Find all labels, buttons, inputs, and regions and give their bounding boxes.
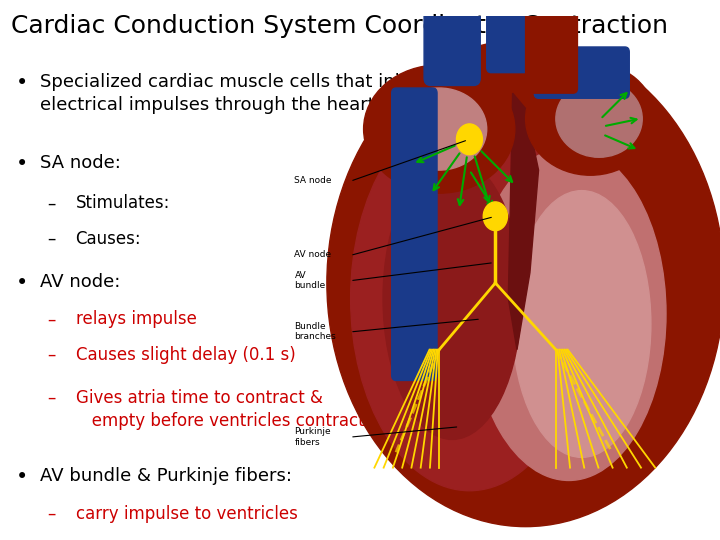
Text: Bundle
branches: Bundle branches	[294, 322, 336, 341]
Text: AV
bundle: AV bundle	[294, 271, 325, 290]
Text: SA node:: SA node:	[40, 154, 120, 172]
Text: AV bundle & Purkinje fibers:: AV bundle & Purkinje fibers:	[40, 467, 292, 485]
Ellipse shape	[364, 65, 515, 193]
Text: –: –	[47, 310, 55, 328]
FancyBboxPatch shape	[487, 0, 547, 72]
Text: relays impulse: relays impulse	[76, 310, 197, 328]
Ellipse shape	[513, 191, 651, 457]
FancyBboxPatch shape	[526, 0, 577, 93]
FancyBboxPatch shape	[392, 88, 437, 380]
Ellipse shape	[351, 106, 588, 491]
Text: –: –	[47, 389, 55, 407]
Text: SA node: SA node	[294, 176, 332, 185]
Ellipse shape	[472, 147, 666, 481]
Text: •: •	[16, 154, 28, 174]
Ellipse shape	[392, 88, 487, 170]
Ellipse shape	[383, 157, 521, 440]
Text: carry impulse to ventricles: carry impulse to ventricles	[76, 505, 297, 523]
Text: •: •	[16, 467, 28, 487]
Text: •: •	[16, 73, 28, 93]
Polygon shape	[508, 93, 539, 350]
FancyBboxPatch shape	[534, 47, 629, 98]
Text: –: –	[47, 346, 55, 363]
Text: –: –	[47, 194, 55, 212]
FancyBboxPatch shape	[424, 0, 480, 85]
Circle shape	[483, 202, 508, 231]
Ellipse shape	[526, 62, 655, 175]
Text: AV node:: AV node:	[40, 273, 120, 291]
Text: Specialized cardiac muscle cells that initiate & conduct
electrical impulses thr: Specialized cardiac muscle cells that in…	[40, 73, 538, 114]
Text: Stimulates:: Stimulates:	[76, 194, 170, 212]
Text: –: –	[47, 230, 55, 247]
Ellipse shape	[556, 80, 642, 157]
Text: Causes slight delay (0.1 s): Causes slight delay (0.1 s)	[76, 346, 295, 363]
Text: Purkinje
fibers: Purkinje fibers	[294, 427, 331, 447]
Text: •: •	[16, 273, 28, 293]
Text: Gives atria time to contract &
   empty before ventricles contract: Gives atria time to contract & empty bef…	[76, 389, 364, 430]
Ellipse shape	[327, 39, 720, 526]
Circle shape	[456, 124, 482, 155]
Text: –: –	[47, 505, 55, 523]
Text: Causes:: Causes:	[76, 230, 141, 247]
Text: Cardiac Conduction System Coordinates Contraction: Cardiac Conduction System Coordinates Co…	[11, 14, 668, 37]
Text: AV node: AV node	[294, 250, 332, 259]
